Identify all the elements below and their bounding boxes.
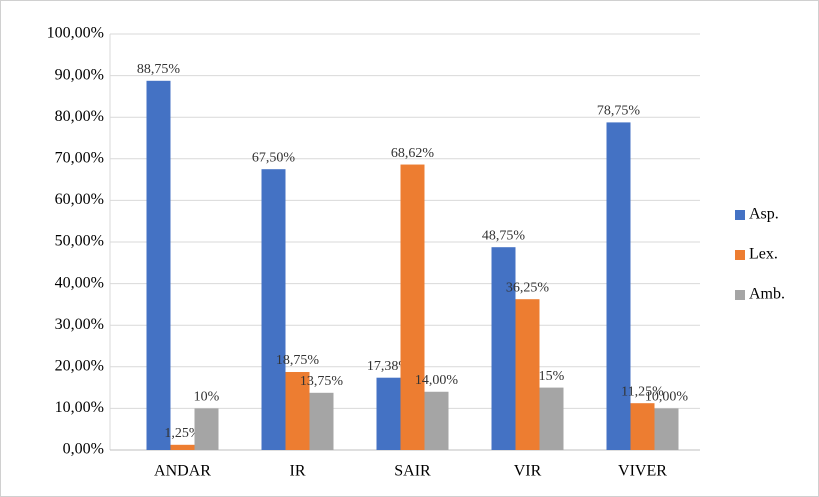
- bar: [630, 403, 655, 450]
- value-label: 48,75%: [482, 228, 526, 243]
- y-tick-label: 30,00%: [55, 316, 104, 333]
- x-tick-label: VIVER: [618, 463, 667, 480]
- y-tick-label: 100,00%: [47, 25, 104, 42]
- value-label: 14,00%: [415, 373, 459, 388]
- value-label: 17,38%: [367, 359, 411, 374]
- legend-label: Amb.: [749, 286, 785, 303]
- x-tick-label: ANDAR: [154, 463, 211, 480]
- legend-label: Asp.: [749, 206, 779, 223]
- legend-swatch: [735, 210, 745, 220]
- y-tick-label: 10,00%: [55, 399, 104, 416]
- value-label: 68,62%: [391, 146, 435, 161]
- bar: [309, 392, 334, 450]
- y-tick-label: 40,00%: [55, 274, 104, 291]
- y-tick-label: 70,00%: [55, 149, 104, 166]
- value-label: 10%: [194, 390, 220, 405]
- value-label: 78,75%: [597, 104, 641, 119]
- value-label: 18,75%: [276, 353, 320, 368]
- y-tick-label: 0,00%: [63, 441, 104, 458]
- value-label: 88,75%: [137, 62, 181, 77]
- y-tick-label: 60,00%: [55, 191, 104, 208]
- bar: [376, 377, 401, 450]
- value-label: 13,75%: [300, 374, 344, 389]
- bar: [424, 391, 449, 450]
- y-tick-label: 20,00%: [55, 357, 104, 374]
- bar: [606, 122, 631, 451]
- value-label: 1,25%: [164, 426, 201, 441]
- value-label: 11,25%: [621, 384, 664, 399]
- y-tick-label: 50,00%: [55, 233, 104, 250]
- bar: [285, 372, 310, 450]
- bar: [400, 164, 425, 450]
- value-label: 15%: [539, 369, 565, 384]
- value-label: 36,25%: [506, 280, 550, 295]
- legend-swatch: [735, 250, 745, 260]
- bar: [170, 444, 195, 450]
- x-tick-label: VIR: [514, 463, 542, 480]
- bar: [194, 408, 219, 450]
- bar: [261, 169, 286, 450]
- value-label: 10,00%: [645, 390, 689, 405]
- y-tick-label: 80,00%: [55, 108, 104, 125]
- bar: [539, 387, 564, 450]
- y-tick-label: 90,00%: [55, 66, 104, 83]
- bar: [654, 408, 679, 450]
- x-tick-label: SAIR: [394, 463, 431, 480]
- legend-swatch: [735, 290, 745, 300]
- value-label: 67,50%: [252, 150, 296, 165]
- bar: [146, 80, 171, 451]
- bar: [491, 247, 516, 450]
- legend-label: Lex.: [749, 246, 778, 263]
- x-tick-label: IR: [290, 463, 306, 480]
- bar: [515, 299, 540, 450]
